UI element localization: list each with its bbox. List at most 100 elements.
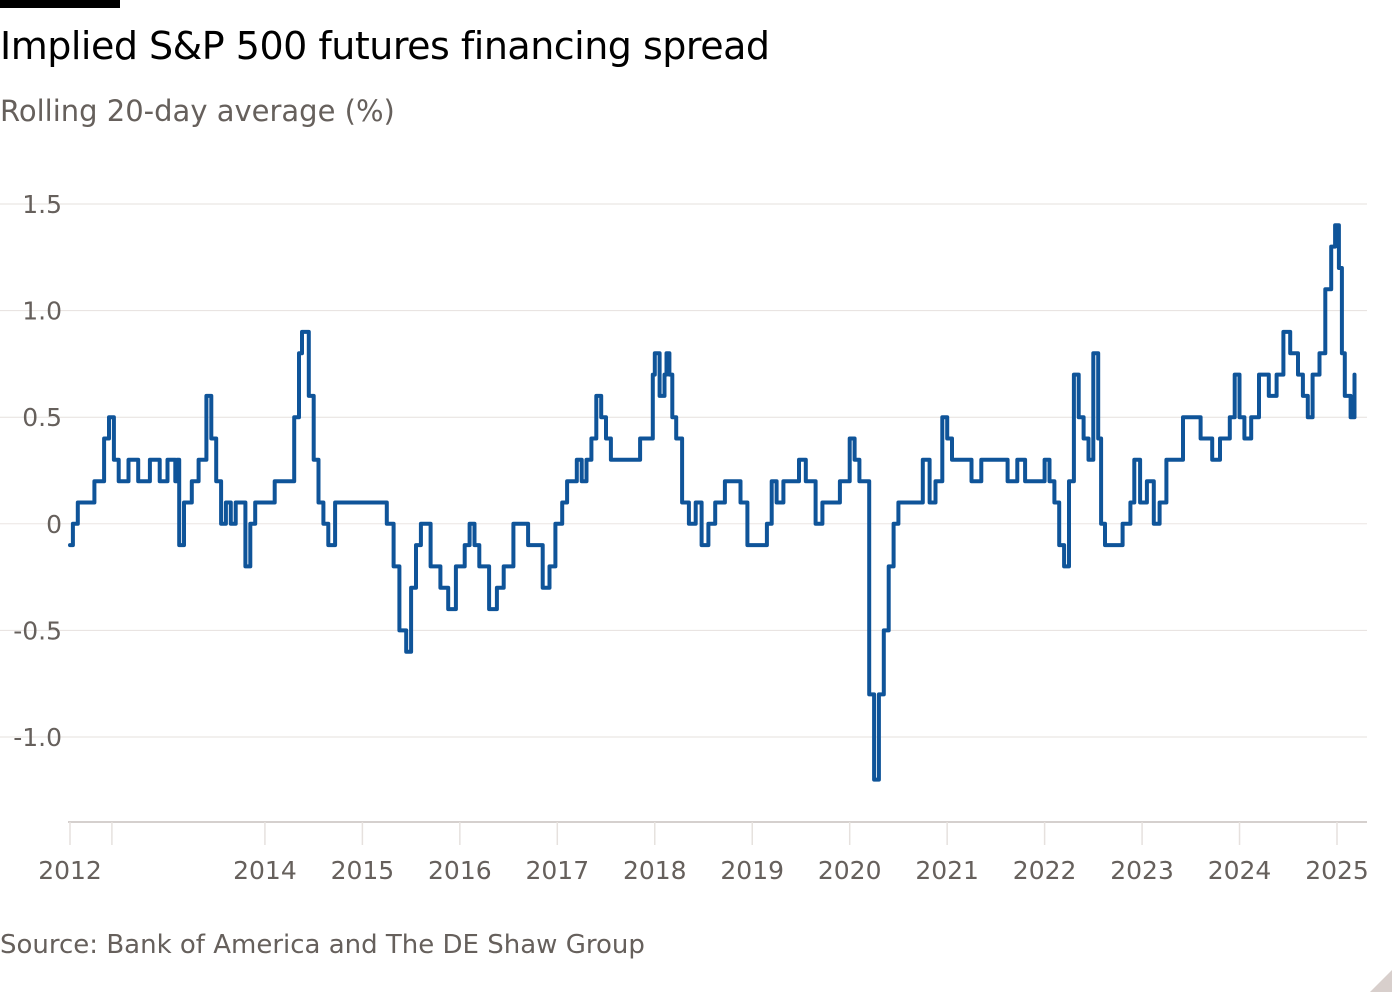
data-point — [352, 502, 353, 503]
data-point — [1069, 481, 1070, 482]
data-point — [676, 438, 677, 439]
data-point — [452, 609, 453, 610]
corner-mark — [1370, 970, 1392, 992]
data-point — [149, 459, 150, 460]
data-point — [1268, 395, 1269, 396]
y-tick-label: 0.5 — [22, 403, 62, 432]
data-point — [783, 481, 784, 482]
data-point — [799, 459, 800, 460]
data-point — [440, 587, 441, 588]
data-point — [869, 694, 870, 695]
data-point — [342, 502, 343, 503]
data-point — [479, 566, 480, 567]
data-point — [386, 523, 387, 524]
data-point — [221, 523, 222, 524]
x-tick-label: 2014 — [233, 856, 297, 885]
data-point — [411, 587, 412, 588]
data-point — [830, 502, 831, 503]
x-tick-label: 2025 — [1305, 856, 1369, 885]
data-point — [448, 609, 449, 610]
data-point — [649, 438, 650, 439]
data-point — [1190, 417, 1191, 418]
data-point — [839, 481, 840, 482]
data-point — [1140, 502, 1141, 503]
data-point — [601, 417, 602, 418]
data-point — [732, 481, 733, 482]
data-point — [620, 459, 621, 460]
data-point — [104, 438, 105, 439]
data-point — [1101, 523, 1102, 524]
data-point — [916, 502, 917, 503]
y-tick-label: 1.0 — [22, 297, 62, 326]
data-point — [230, 523, 231, 524]
data-point — [1251, 417, 1252, 418]
data-point — [576, 459, 577, 460]
data-point — [1025, 481, 1026, 482]
data-point — [179, 545, 180, 546]
data-point — [374, 502, 375, 503]
data-point — [1073, 374, 1074, 375]
data-point — [942, 417, 943, 418]
data-point — [952, 459, 953, 460]
data-point — [715, 502, 716, 503]
data-point — [245, 566, 246, 567]
data-point — [947, 438, 948, 439]
x-tick-label: 2015 — [331, 856, 395, 885]
data-point — [294, 417, 295, 418]
data-point — [464, 545, 465, 546]
data-point — [1229, 417, 1230, 418]
data-point — [175, 481, 176, 482]
data-point — [682, 502, 683, 503]
data-point — [235, 502, 236, 503]
data-point — [362, 502, 363, 503]
data-point — [883, 630, 884, 631]
data-point — [1290, 353, 1291, 354]
data-point — [776, 502, 777, 503]
data-point — [549, 566, 550, 567]
source-note: Source: Bank of America and The DE Shaw … — [0, 930, 645, 960]
data-point — [225, 502, 226, 503]
data-point — [469, 523, 470, 524]
data-point — [113, 459, 114, 460]
data-point — [888, 566, 889, 567]
data-point — [596, 395, 597, 396]
data-point — [659, 395, 660, 396]
data-point — [1017, 459, 1018, 460]
data-point — [513, 523, 514, 524]
x-axis: 2012 2014 2015 2016 2017 2018 2019 2020 2021 2022… — [38, 821, 1369, 885]
data-point — [1302, 395, 1303, 396]
data-point — [94, 481, 95, 482]
data-point — [535, 545, 536, 546]
data-point — [555, 523, 556, 524]
data-point — [420, 523, 421, 524]
data-point — [184, 502, 185, 503]
data-point — [893, 523, 894, 524]
data-point — [496, 587, 497, 588]
data-point — [406, 651, 407, 652]
data-point — [523, 523, 524, 524]
data-point — [318, 502, 319, 503]
data-point — [1331, 246, 1332, 247]
data-point — [630, 459, 631, 460]
data-point — [206, 395, 207, 396]
data-point — [701, 545, 702, 546]
data-point — [1078, 417, 1079, 418]
data-point — [211, 438, 212, 439]
data-point — [1283, 331, 1284, 332]
data-point — [1083, 438, 1084, 439]
data-point — [1239, 417, 1240, 418]
data-point — [1200, 438, 1201, 439]
data-point — [1054, 502, 1055, 503]
data-point — [640, 438, 641, 439]
data-point — [664, 374, 665, 375]
data-point — [1335, 225, 1336, 226]
x-tick-label: 2022 — [1013, 856, 1077, 885]
data-point — [874, 779, 875, 780]
data-point — [935, 481, 936, 482]
data-point — [72, 523, 73, 524]
data-point — [971, 481, 972, 482]
data-point — [1146, 481, 1147, 482]
x-tick-label: 2012 — [38, 856, 102, 885]
data-point — [567, 481, 568, 482]
